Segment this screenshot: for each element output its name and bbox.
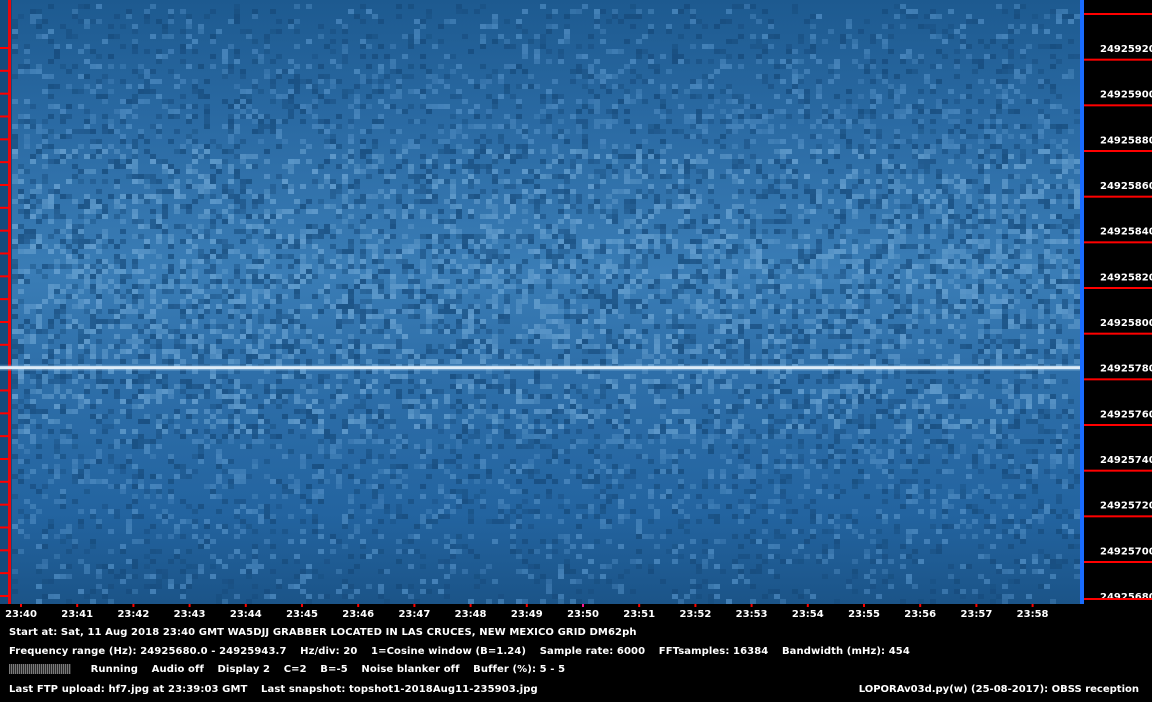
frequency-label: 24925760 xyxy=(1100,409,1152,420)
status-line: Running Audio off Display 2 C=2 B=-5 Noi… xyxy=(9,664,575,675)
upload-line: Last FTP upload: hf7.jpg at 23:39:03 GMT… xyxy=(9,684,548,695)
frequency-label: 24925720 xyxy=(1100,501,1152,512)
scale-gridline xyxy=(1084,424,1152,426)
time-tick xyxy=(20,604,22,607)
time-label: 23:40 xyxy=(5,609,37,620)
waterfall-spectrogram xyxy=(0,0,1080,604)
scale-gridline xyxy=(1084,598,1152,600)
time-tick xyxy=(469,604,472,607)
time-tick xyxy=(694,604,697,607)
last-snapshot-text: Last snapshot: topshot1-2018Aug11-235903… xyxy=(261,684,538,695)
display-status: Display 2 xyxy=(217,664,271,675)
scale-gridline xyxy=(1084,378,1152,381)
time-label: 23:41 xyxy=(61,609,93,620)
time-label: 23:44 xyxy=(230,609,262,620)
scale-gridline xyxy=(1084,469,1152,472)
time-label: 23:55 xyxy=(848,609,880,620)
running-status: Running xyxy=(90,664,139,675)
frequency-label: 24925840 xyxy=(1100,227,1152,238)
scale-gridline xyxy=(1084,287,1152,289)
window-text: 1=Cosine window (B=1.24) xyxy=(371,646,527,657)
sample-rate-text: Sample rate: 6000 xyxy=(539,646,646,657)
frequency-label: 24925740 xyxy=(1100,455,1152,466)
time-label: 23:46 xyxy=(342,609,374,620)
scale-gridline xyxy=(1084,332,1152,335)
b-value: B=-5 xyxy=(320,664,348,675)
spectrogram-canvas xyxy=(0,0,1080,604)
scale-gridline xyxy=(1084,13,1152,15)
noise-speckle xyxy=(12,4,1080,604)
time-tick xyxy=(413,604,416,607)
frequency-label: 24925860 xyxy=(1100,181,1152,192)
fft-samples-text: FFTsamples: 16384 xyxy=(658,646,769,657)
time-tick xyxy=(188,604,191,607)
time-tick xyxy=(919,604,922,607)
frequency-label: 24925820 xyxy=(1100,272,1152,283)
audio-status: Audio off xyxy=(151,664,204,675)
time-label: 23:53 xyxy=(736,609,768,620)
start-info-text: Start at: Sat, 11 Aug 2018 23:40 GMT WA5… xyxy=(9,627,637,638)
start-info-line: Start at: Sat, 11 Aug 2018 23:40 GMT WA5… xyxy=(9,627,647,638)
frequency-label: 24925700 xyxy=(1100,546,1152,557)
time-label: 23:54 xyxy=(792,609,824,620)
time-axis-canvas: 23:40 23:41 23:42 23:43 23:44 23:45 23:46 23:47… xyxy=(5,604,1049,620)
version-text: LOPORAv03d.py(w) (25-08-2017): OBSS rece… xyxy=(858,684,1139,695)
time-label: 23:57 xyxy=(960,609,992,620)
time-label: 23:43 xyxy=(174,609,206,620)
buffer-level-bar xyxy=(9,664,71,674)
time-tick xyxy=(1031,604,1034,607)
frequency-range-text: Frequency range (Hz): 24925680.0 - 24925… xyxy=(9,646,287,657)
noise-blanker-status: Noise blanker off xyxy=(361,664,460,675)
time-label: 23:56 xyxy=(904,609,936,620)
frequency-label: 24925900 xyxy=(1100,90,1152,101)
scale-gridline xyxy=(1084,195,1152,198)
left-axis-line xyxy=(8,0,11,604)
time-tick xyxy=(525,604,528,607)
time-tick xyxy=(244,604,247,607)
frequency-label: 24925780 xyxy=(1100,364,1152,375)
frequency-label: 24925920 xyxy=(1100,44,1152,55)
scale-gridline xyxy=(1084,561,1152,563)
time-tick xyxy=(638,604,641,607)
time-label: 23:47 xyxy=(398,609,430,620)
scale-blue-bar xyxy=(1080,0,1084,604)
time-tick xyxy=(301,604,303,607)
frequency-label: 24925680 xyxy=(1100,592,1152,603)
time-tick xyxy=(76,604,79,607)
time-label: 23:58 xyxy=(1017,609,1049,620)
c-value: C=2 xyxy=(283,664,307,675)
buffer-status: Buffer (%): 5 - 5 xyxy=(473,664,566,675)
frequency-scale-canvas: 24925920 24925900 24925880 24925860 24925840… xyxy=(1080,0,1152,604)
carrier-line xyxy=(0,366,1080,370)
frequency-label: 24925880 xyxy=(1100,135,1152,146)
time-tick xyxy=(806,604,809,607)
scale-gridline xyxy=(1084,515,1152,518)
time-tick xyxy=(750,604,753,607)
time-label: 23:45 xyxy=(286,609,318,620)
hz-div-text: Hz/div: 20 xyxy=(300,646,358,657)
time-tick xyxy=(975,604,978,607)
time-tick xyxy=(132,604,135,607)
time-label: 23:50 xyxy=(567,609,599,620)
scale-gridline xyxy=(1084,104,1152,107)
frequency-scale: 24925920 24925900 24925880 24925860 24925840… xyxy=(1080,0,1152,604)
time-axis: 23:40 23:41 23:42 23:43 23:44 23:45 23:46 23:47… xyxy=(0,604,1152,626)
time-tick xyxy=(863,604,865,607)
frequency-label: 24925800 xyxy=(1100,318,1152,329)
time-label: 23:48 xyxy=(455,609,487,620)
carrier-glow xyxy=(0,364,1080,371)
scale-gridline xyxy=(1084,241,1152,244)
time-label: 23:42 xyxy=(117,609,149,620)
settings-line: Frequency range (Hz): 24925680.0 - 24925… xyxy=(9,646,920,657)
scale-gridline xyxy=(1084,58,1152,61)
time-label: 23:52 xyxy=(679,609,711,620)
scale-gridline xyxy=(1084,150,1152,152)
time-tick xyxy=(357,604,360,607)
time-label: 23:51 xyxy=(623,609,655,620)
time-label: 23:49 xyxy=(511,609,543,620)
last-ftp-text: Last FTP upload: hf7.jpg at 23:39:03 GMT xyxy=(9,684,248,695)
time-tick xyxy=(582,604,584,607)
bandwidth-text: Bandwidth (mHz): 454 xyxy=(781,646,910,657)
